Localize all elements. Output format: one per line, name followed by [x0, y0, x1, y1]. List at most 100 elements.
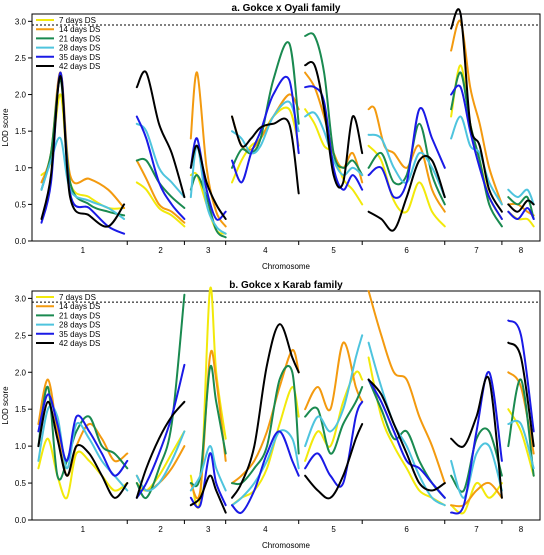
y-tick-label: 2.5 [15, 54, 27, 63]
series-line-chr8 [507, 378, 535, 477]
chart-panel-2: b. Gokce x Karab family 0.0 0.5 1.0 1.5 2.0 2.… [1, 280, 541, 550]
legend-entry: 7 days DS [59, 293, 96, 302]
series-line-chr7 [450, 371, 503, 515]
legend-entry: 42 days DS [59, 62, 100, 71]
chart-panel-1: a. Gokce x Oyali family 0.0 0.5 1.0 1.5 2.0 2.… [1, 3, 541, 271]
series-line-chr4 [231, 364, 300, 486]
legend-entry: 21 days DS [59, 311, 100, 320]
series-line-chr7 [450, 481, 503, 508]
series-line-chr5 [304, 61, 364, 189]
series-line-chr7 [450, 442, 503, 499]
series-line-chr1 [37, 400, 129, 499]
legend-entry: 35 days DS [59, 330, 100, 339]
x-tick-label: 4 [263, 525, 268, 534]
series-line-chr5 [304, 85, 364, 191]
y-tick-label: 2.0 [15, 91, 27, 100]
series-line-chr6 [367, 378, 446, 499]
series-7-days-ds [37, 286, 535, 515]
y-axis-label: LOD score [1, 108, 10, 147]
legend-entry: 14 days DS [59, 25, 100, 34]
series-line-chr5 [304, 341, 364, 412]
chart-title: a. Gokce x Oyali family [232, 3, 341, 14]
chart-title: b. Gokce x Karab family [229, 280, 343, 291]
series-line-chr5 [304, 32, 364, 177]
series-line-chr3 [189, 144, 227, 235]
x-tick-label: 2 [158, 525, 163, 534]
series-28-days-ds [37, 334, 535, 507]
y-tick-label: 1.5 [15, 127, 27, 136]
series-line-chr1 [40, 75, 126, 228]
series-14-days-ds [40, 19, 535, 228]
series-line-chr3 [189, 474, 227, 514]
series-line-chr4 [231, 41, 300, 169]
series-line-chr6 [367, 378, 446, 492]
series-line-chr3 [189, 137, 227, 221]
x-tick-label: 1 [81, 246, 86, 255]
series-line-chr6 [367, 106, 446, 199]
series-42-days-ds [37, 323, 535, 514]
series-line-chr2 [135, 157, 186, 209]
series-line-chr4 [231, 100, 300, 155]
series-line-chr3 [189, 286, 227, 509]
x-tick-label: 5 [331, 525, 336, 534]
series-line-chr2 [135, 70, 186, 199]
x-tick-label: 8 [519, 246, 524, 255]
y-tick-label: 0.0 [15, 237, 27, 246]
series-line-chr8 [507, 195, 535, 220]
plot-frame [31, 290, 541, 521]
series-35-days-ds [37, 319, 535, 515]
series-line-chr3 [189, 144, 227, 220]
y-tick-label: 3.0 [15, 17, 27, 26]
series-7-days-ds [40, 64, 535, 235]
series-line-chr3 [189, 349, 227, 500]
series-line-chr8 [507, 419, 535, 470]
series-line-chr2 [135, 445, 186, 492]
series-line-chr4 [231, 323, 300, 499]
x-tick-label: 3 [206, 246, 211, 255]
series-35-days-ds [40, 71, 535, 235]
series-line-chr3 [189, 71, 227, 228]
x-tick-label: 6 [404, 246, 409, 255]
legend-entry: 42 days DS [59, 339, 100, 348]
series-42-days-ds [40, 8, 535, 232]
series-line-chr7 [450, 375, 503, 499]
series-line-chr7 [450, 115, 503, 206]
series-line-chr5 [304, 386, 364, 455]
series-line-chr3 [189, 174, 227, 239]
y-tick-label: 0.0 [15, 516, 27, 525]
series-line-chr2 [135, 363, 186, 499]
plot-frame [31, 13, 541, 242]
x-tick-label: 7 [474, 246, 479, 255]
series-line-chr5 [304, 370, 364, 462]
series-line-chr8 [507, 199, 535, 213]
series-line-chr4 [231, 430, 300, 515]
series-line-chr5 [304, 334, 364, 448]
series-21-days-ds [40, 32, 535, 239]
series-line-chr2 [135, 293, 186, 499]
series-21-days-ds [37, 293, 535, 499]
series-line-chr5 [304, 111, 364, 177]
legend-entry: 7 days DS [59, 16, 96, 25]
series-line-chr8 [507, 319, 535, 433]
y-tick-label: 0.5 [15, 479, 27, 488]
legend-entry: 35 days DS [59, 53, 100, 62]
series-28-days-ds [40, 100, 535, 235]
x-tick-label: 7 [474, 525, 479, 534]
series-line-chr2 [135, 115, 186, 220]
series-line-chr3 [189, 452, 227, 509]
series-line-chr8 [507, 341, 535, 448]
series-line-chr5 [304, 423, 364, 500]
y-tick-label: 1.5 [15, 405, 27, 414]
series-line-chr4 [231, 115, 300, 195]
series-line-chr2 [135, 159, 186, 224]
y-tick-label: 2.5 [15, 331, 27, 340]
y-tick-label: 1.0 [15, 442, 27, 451]
y-tick-label: 3.0 [15, 294, 27, 303]
series-line-chr8 [507, 188, 535, 206]
series-line-chr4 [231, 349, 300, 485]
series-line-chr7 [450, 19, 503, 206]
